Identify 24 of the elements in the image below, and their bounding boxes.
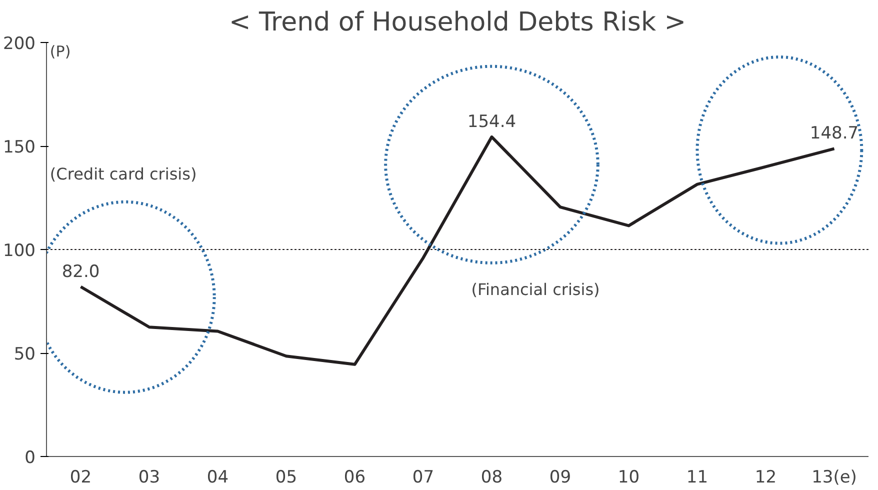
x-tick-label: 11 xyxy=(686,468,708,488)
y-tick-label: 50 xyxy=(14,344,36,364)
annotation: (Credit card crisis) xyxy=(50,164,197,184)
x-tick-label: 06 xyxy=(344,468,366,488)
x-tick-label: 03 xyxy=(138,468,160,488)
y-tick-label: 150 xyxy=(3,138,36,158)
y-tick-label: 200 xyxy=(3,34,36,54)
x-tick-label: 13(e) xyxy=(812,468,857,488)
annotation: (Financial crisis) xyxy=(471,280,600,300)
data-label: 154.4 xyxy=(467,112,516,132)
x-tick-label: 02 xyxy=(70,468,92,488)
y-axis-title: (P) xyxy=(50,42,71,60)
x-tick-label: 08 xyxy=(480,468,503,488)
x-tick-label: 10 xyxy=(618,468,640,488)
x-tick-label: 05 xyxy=(275,468,298,488)
x-tick-label: 12 xyxy=(754,468,777,488)
data-label: 82.0 xyxy=(62,262,100,282)
y-tick-label: 0 xyxy=(24,448,36,468)
x-tick-label: 07 xyxy=(412,468,434,488)
data-label: 148.7 xyxy=(810,124,859,144)
x-tick-label: 09 xyxy=(549,468,572,488)
x-tick-label: 04 xyxy=(206,468,229,488)
y-tick-label: 100 xyxy=(3,241,36,261)
chart-title: < Trend of Household Debts Risk > xyxy=(228,8,686,38)
